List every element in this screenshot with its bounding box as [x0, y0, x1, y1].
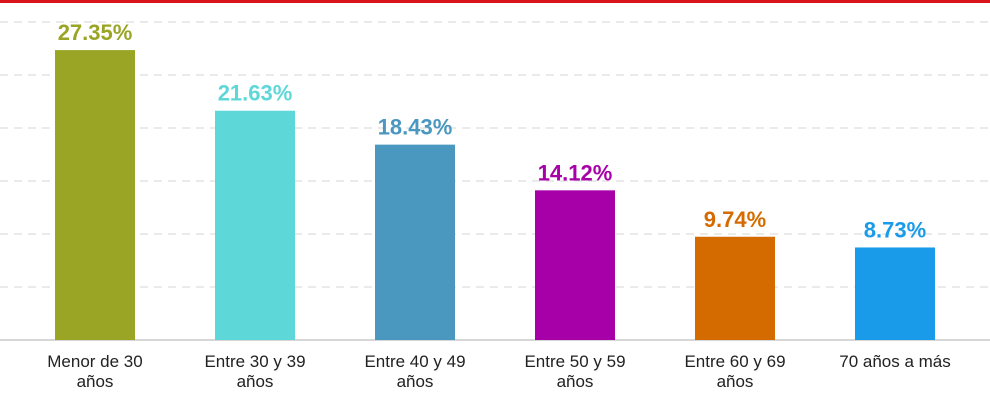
- bar: [55, 50, 135, 341]
- bar: [375, 144, 455, 340]
- bar: [855, 247, 935, 340]
- bar: [215, 110, 295, 340]
- x-tick-label: Entre 60 y 69 años: [684, 352, 786, 391]
- x-tick-label: Entre 40 y 49 años: [364, 352, 466, 391]
- x-tick-label: Menor de 30 años: [47, 352, 143, 391]
- data-label: 14.12%: [538, 160, 613, 185]
- bar: [535, 190, 615, 340]
- data-label: 21.63%: [218, 81, 293, 106]
- x-tick-label: Entre 30 y 39 años: [204, 352, 306, 391]
- x-tick-label: 70 años a más: [839, 352, 951, 371]
- data-label: 27.35%: [58, 20, 133, 45]
- top-rule: [0, 0, 990, 3]
- data-label: 9.74%: [704, 207, 766, 232]
- data-label: 8.73%: [864, 217, 926, 242]
- x-tick-label: Entre 50 y 59 años: [524, 352, 626, 391]
- data-label: 18.43%: [378, 115, 453, 140]
- bar: [695, 236, 775, 340]
